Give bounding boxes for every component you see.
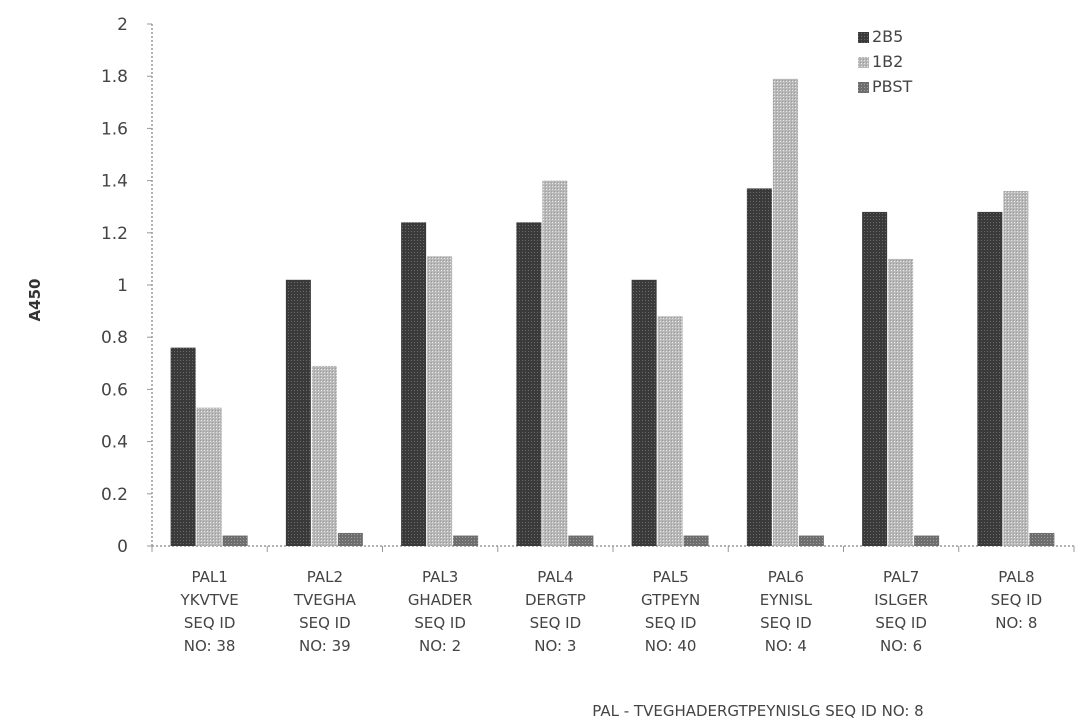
category-label-line: NO: 2 — [419, 637, 461, 655]
bar-2b5-6 — [746, 188, 772, 546]
category-label-line: PAL8 — [998, 568, 1034, 586]
category-label-line: SEQ ID — [184, 614, 236, 632]
y-tick-label: 0.4 — [101, 433, 128, 453]
bar-1b2-2 — [311, 365, 337, 546]
bar-pbst-7 — [914, 535, 940, 546]
y-tick-label: 2 — [117, 15, 128, 35]
category-label-line: SEQ ID — [645, 614, 697, 632]
category-label-line: PAL3 — [422, 568, 458, 586]
bar-2b5-1 — [170, 347, 196, 546]
category-label-line: NO: 3 — [534, 637, 576, 655]
legend-swatch-2b5 — [858, 32, 869, 43]
bar-1b2-7 — [888, 258, 914, 546]
bar-1b2-8 — [1003, 191, 1029, 547]
legend-swatch-pbst — [858, 82, 869, 93]
y-tick-label: 1.6 — [101, 119, 128, 139]
category-label-line: SEQ ID — [530, 614, 582, 632]
bar-1b2-5 — [657, 316, 683, 546]
category-label-line: NO: 38 — [184, 637, 236, 655]
category-label-line: PAL7 — [883, 568, 919, 586]
bars — [170, 78, 1055, 547]
chart-caption: PAL - TVEGHADERGTPEYNISLG SEQ ID NO: 8 — [592, 702, 923, 720]
category-label-line: NO: 8 — [995, 614, 1037, 632]
category-label-line: NO: 39 — [299, 637, 351, 655]
category-label-line: PAL5 — [653, 568, 689, 586]
bar-pbst-5 — [683, 535, 709, 546]
category-label-line: SEQ ID — [991, 591, 1043, 609]
bar-1b2-4 — [542, 180, 568, 546]
y-axis-title: A450 — [26, 279, 44, 322]
category-label-line: SEQ ID — [299, 614, 351, 632]
bar-pbst-3 — [453, 535, 479, 546]
category-label-line: SEQ ID — [875, 614, 927, 632]
bar-2b5-8 — [977, 211, 1003, 547]
y-tick-label: 1 — [117, 276, 128, 296]
bar-2b5-5 — [631, 279, 657, 546]
category-label-line: PAL1 — [192, 568, 228, 586]
category-label-line: GTPEYN — [641, 591, 700, 609]
bar-pbst-4 — [568, 535, 594, 546]
category-label-line: PAL6 — [768, 568, 804, 586]
legend-label-pbst: PBST — [872, 77, 913, 96]
category-label-line: ISLGER — [874, 591, 928, 609]
bar-1b2-6 — [772, 78, 798, 546]
category-label-line: PAL4 — [537, 568, 573, 586]
bar-pbst-1 — [222, 535, 248, 546]
legend-label-1b2: 1B2 — [872, 52, 903, 71]
category-label-line: GHADER — [408, 591, 473, 609]
category-label-line: YKVTVE — [180, 591, 239, 609]
y-tick-label: 0.2 — [101, 485, 128, 505]
category-label-line: NO: 4 — [765, 637, 807, 655]
legend: 2B5 1B2 PBST — [858, 27, 913, 96]
y-tick-label: 0 — [117, 537, 128, 557]
bar-2b5-3 — [401, 222, 427, 547]
bar-2b5-7 — [862, 211, 888, 547]
category-label-line: NO: 6 — [880, 637, 922, 655]
category-label-line: EYNISL — [760, 591, 813, 609]
bar-2b5-4 — [516, 222, 542, 547]
y-tick-label: 0.6 — [101, 380, 128, 400]
category-label-line: SEQ ID — [414, 614, 466, 632]
category-label-line: DERGTP — [525, 591, 586, 609]
category-label-line: NO: 40 — [645, 637, 697, 655]
category-labels: PAL1 YKVTVE SEQ ID NO: 38 PAL2 TVEGHA SEQ ID NO… — [180, 568, 1043, 655]
legend-swatch-1b2 — [858, 57, 869, 68]
category-label-line: TVEGHA — [293, 591, 357, 609]
bar-pbst-6 — [798, 535, 824, 546]
bar-2b5-2 — [285, 279, 311, 546]
bar-pbst-8 — [1029, 532, 1055, 546]
category-label-line: SEQ ID — [760, 614, 812, 632]
bar-pbst-2 — [337, 532, 363, 546]
y-tick-label: 1.2 — [101, 224, 128, 244]
bar-1b2-3 — [427, 256, 453, 546]
y-tick-label: 1.4 — [101, 172, 128, 192]
bar-1b2-1 — [196, 407, 222, 546]
y-tick-label: 0.8 — [101, 328, 128, 348]
category-label-line: PAL2 — [307, 568, 343, 586]
legend-label-2b5: 2B5 — [872, 27, 903, 46]
y-tick-label: 1.8 — [101, 67, 128, 87]
axes: 0 0.2 0.4 0.6 0.8 1 1.2 1.4 1.6 1.8 2 — [101, 15, 1075, 557]
